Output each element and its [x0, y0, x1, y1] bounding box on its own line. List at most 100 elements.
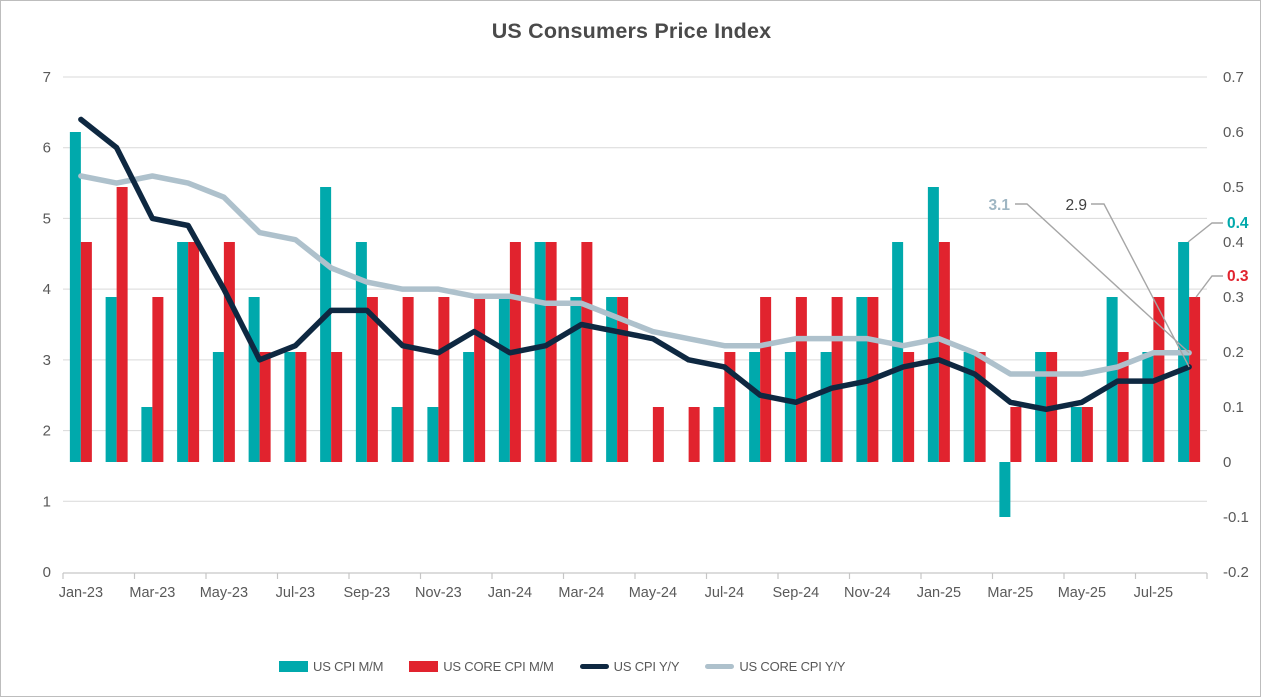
right-axis-label: -0.2 — [1223, 564, 1249, 581]
right-axis-label: 0.4 — [1223, 234, 1244, 251]
bar-us-core-cpi-mm — [545, 242, 557, 462]
x-axis-label: May-25 — [1058, 585, 1106, 601]
legend-swatch-red-bar-icon — [409, 660, 439, 672]
bar-us-core-cpi-mm — [438, 297, 450, 462]
bar-us-core-cpi-mm — [688, 407, 700, 462]
x-axis-label: Jul-24 — [705, 585, 745, 601]
bar-us-cpi-mm — [284, 352, 296, 462]
bar-us-core-cpi-mm — [188, 242, 200, 462]
legend-item-us-cpi-yy: US CPI Y/Y — [579, 658, 680, 674]
legend-item-us-core-cpi-yy: US CORE CPI Y/Y — [705, 659, 845, 674]
bar-us-cpi-mm — [999, 462, 1011, 517]
annotation-3.1: 3.1 — [988, 197, 1010, 214]
bar-us-core-cpi-mm — [1117, 352, 1129, 462]
x-axis-label: Jul-25 — [1134, 585, 1174, 601]
annotation-0.4: 0.4 — [1227, 215, 1249, 232]
right-axis-label: 0.2 — [1223, 344, 1244, 361]
bar-us-cpi-mm — [749, 352, 761, 462]
legend-label: US CPI Y/Y — [613, 658, 680, 674]
x-axis-label: Jan-23 — [59, 585, 103, 601]
right-axis-label: 0 — [1223, 454, 1231, 471]
x-axis-label: Jul-23 — [276, 585, 316, 601]
bar-us-core-cpi-mm — [831, 297, 843, 462]
bar-us-core-cpi-mm — [760, 297, 772, 462]
bar-us-core-cpi-mm — [1189, 297, 1201, 462]
chart-title: US Consumers Price Index — [491, 19, 772, 43]
legend-label: US CORE CPI Y/Y — [739, 658, 846, 674]
legend-label: US CPI M/M — [313, 658, 384, 674]
bar-us-core-cpi-mm — [259, 352, 271, 462]
bar-us-core-cpi-mm — [331, 352, 343, 462]
x-axis-label: May-24 — [629, 585, 677, 601]
right-axis-label: 0.1 — [1223, 399, 1244, 416]
bar-us-cpi-mm — [320, 187, 332, 462]
x-axis-label: Sep-23 — [343, 585, 390, 601]
bar-us-core-cpi-mm — [152, 297, 164, 462]
right-axis-label: 0.3 — [1223, 289, 1244, 306]
bar-us-core-cpi-mm — [1081, 407, 1093, 462]
bar-us-cpi-mm — [1106, 297, 1118, 462]
legend-swatch-navy-line-icon — [579, 663, 609, 669]
left-axis-label: 4 — [43, 281, 51, 298]
legend-item-us-core-cpi-mm: US CORE CPI M/M — [409, 658, 554, 674]
bar-us-cpi-mm — [463, 352, 475, 462]
x-axis-label: Mar-24 — [558, 585, 604, 601]
bar-us-core-cpi-mm — [116, 187, 128, 462]
annotation-2.9: 2.9 — [1065, 197, 1087, 214]
line-us-cpi-yy — [78, 116, 1192, 413]
x-axis-label: Nov-23 — [415, 585, 462, 601]
bar-us-core-cpi-mm — [938, 242, 950, 462]
bar-us-core-cpi-mm — [474, 297, 486, 462]
bar-us-core-cpi-mm — [295, 352, 307, 462]
bar-us-core-cpi-mm — [366, 297, 378, 462]
bar-us-cpi-mm — [606, 297, 618, 462]
bar-us-cpi-mm — [927, 187, 939, 462]
annotation-0.3: 0.3 — [1227, 268, 1249, 285]
bar-us-core-cpi-mm — [652, 407, 664, 462]
legend-label: US CORE CPI M/M — [443, 658, 554, 674]
legend: US CPI M/M US CORE CPI M/M US CPI Y/Y US… — [279, 656, 845, 676]
legend-item-us-cpi-mm: US CPI M/M — [279, 659, 383, 674]
x-axis-label: Mar-25 — [987, 585, 1033, 601]
bar-us-core-cpi-mm — [402, 297, 414, 462]
annotation-leader-line — [1091, 203, 1190, 368]
right-axis-label: 0.6 — [1223, 124, 1244, 141]
x-axis-label: May-23 — [200, 585, 248, 601]
bar-us-cpi-mm — [391, 407, 403, 462]
bar-us-cpi-mm — [141, 407, 153, 462]
bar-us-cpi-mm — [498, 297, 510, 462]
bar-us-core-cpi-mm — [724, 352, 736, 462]
bar-us-cpi-mm — [570, 297, 582, 462]
bar-us-cpi-mm — [963, 352, 975, 462]
x-axis-label: Nov-24 — [844, 585, 891, 601]
bar-us-cpi-mm — [820, 352, 832, 462]
bar-us-cpi-mm — [534, 242, 546, 462]
bar-us-core-cpi-mm — [80, 242, 92, 462]
bar-us-cpi-mm — [1070, 407, 1082, 462]
bar-us-cpi-mm — [784, 352, 796, 462]
bar-us-core-cpi-mm — [795, 297, 807, 462]
x-axis-label: Jan-24 — [488, 585, 532, 601]
line-us-core-cpi-yy — [78, 173, 1192, 377]
bar-us-core-cpi-mm — [1010, 407, 1022, 462]
left-axis-label: 0 — [43, 564, 51, 581]
bar-us-cpi-mm — [177, 242, 189, 462]
right-axis-label: 0.5 — [1223, 179, 1244, 196]
right-axis-label: -0.1 — [1223, 509, 1249, 526]
x-axis-label: Jan-25 — [917, 585, 961, 601]
bar-us-core-cpi-mm — [903, 352, 915, 462]
bar-us-cpi-mm — [105, 297, 117, 462]
bar-us-core-cpi-mm — [974, 352, 986, 462]
bar-us-cpi-mm — [212, 352, 224, 462]
left-axis-label: 6 — [43, 140, 51, 157]
bar-us-cpi-mm — [69, 132, 81, 462]
bar-us-cpi-mm — [248, 297, 260, 462]
left-axis-label: 5 — [43, 210, 51, 227]
annotation-leader-line — [1195, 275, 1223, 298]
bar-us-cpi-mm — [892, 242, 904, 462]
bar-us-cpi-mm — [355, 242, 367, 462]
left-axis-label: 7 — [43, 69, 51, 86]
legend-swatch-gray-line-icon — [705, 663, 735, 669]
bar-us-core-cpi-mm — [223, 242, 235, 462]
